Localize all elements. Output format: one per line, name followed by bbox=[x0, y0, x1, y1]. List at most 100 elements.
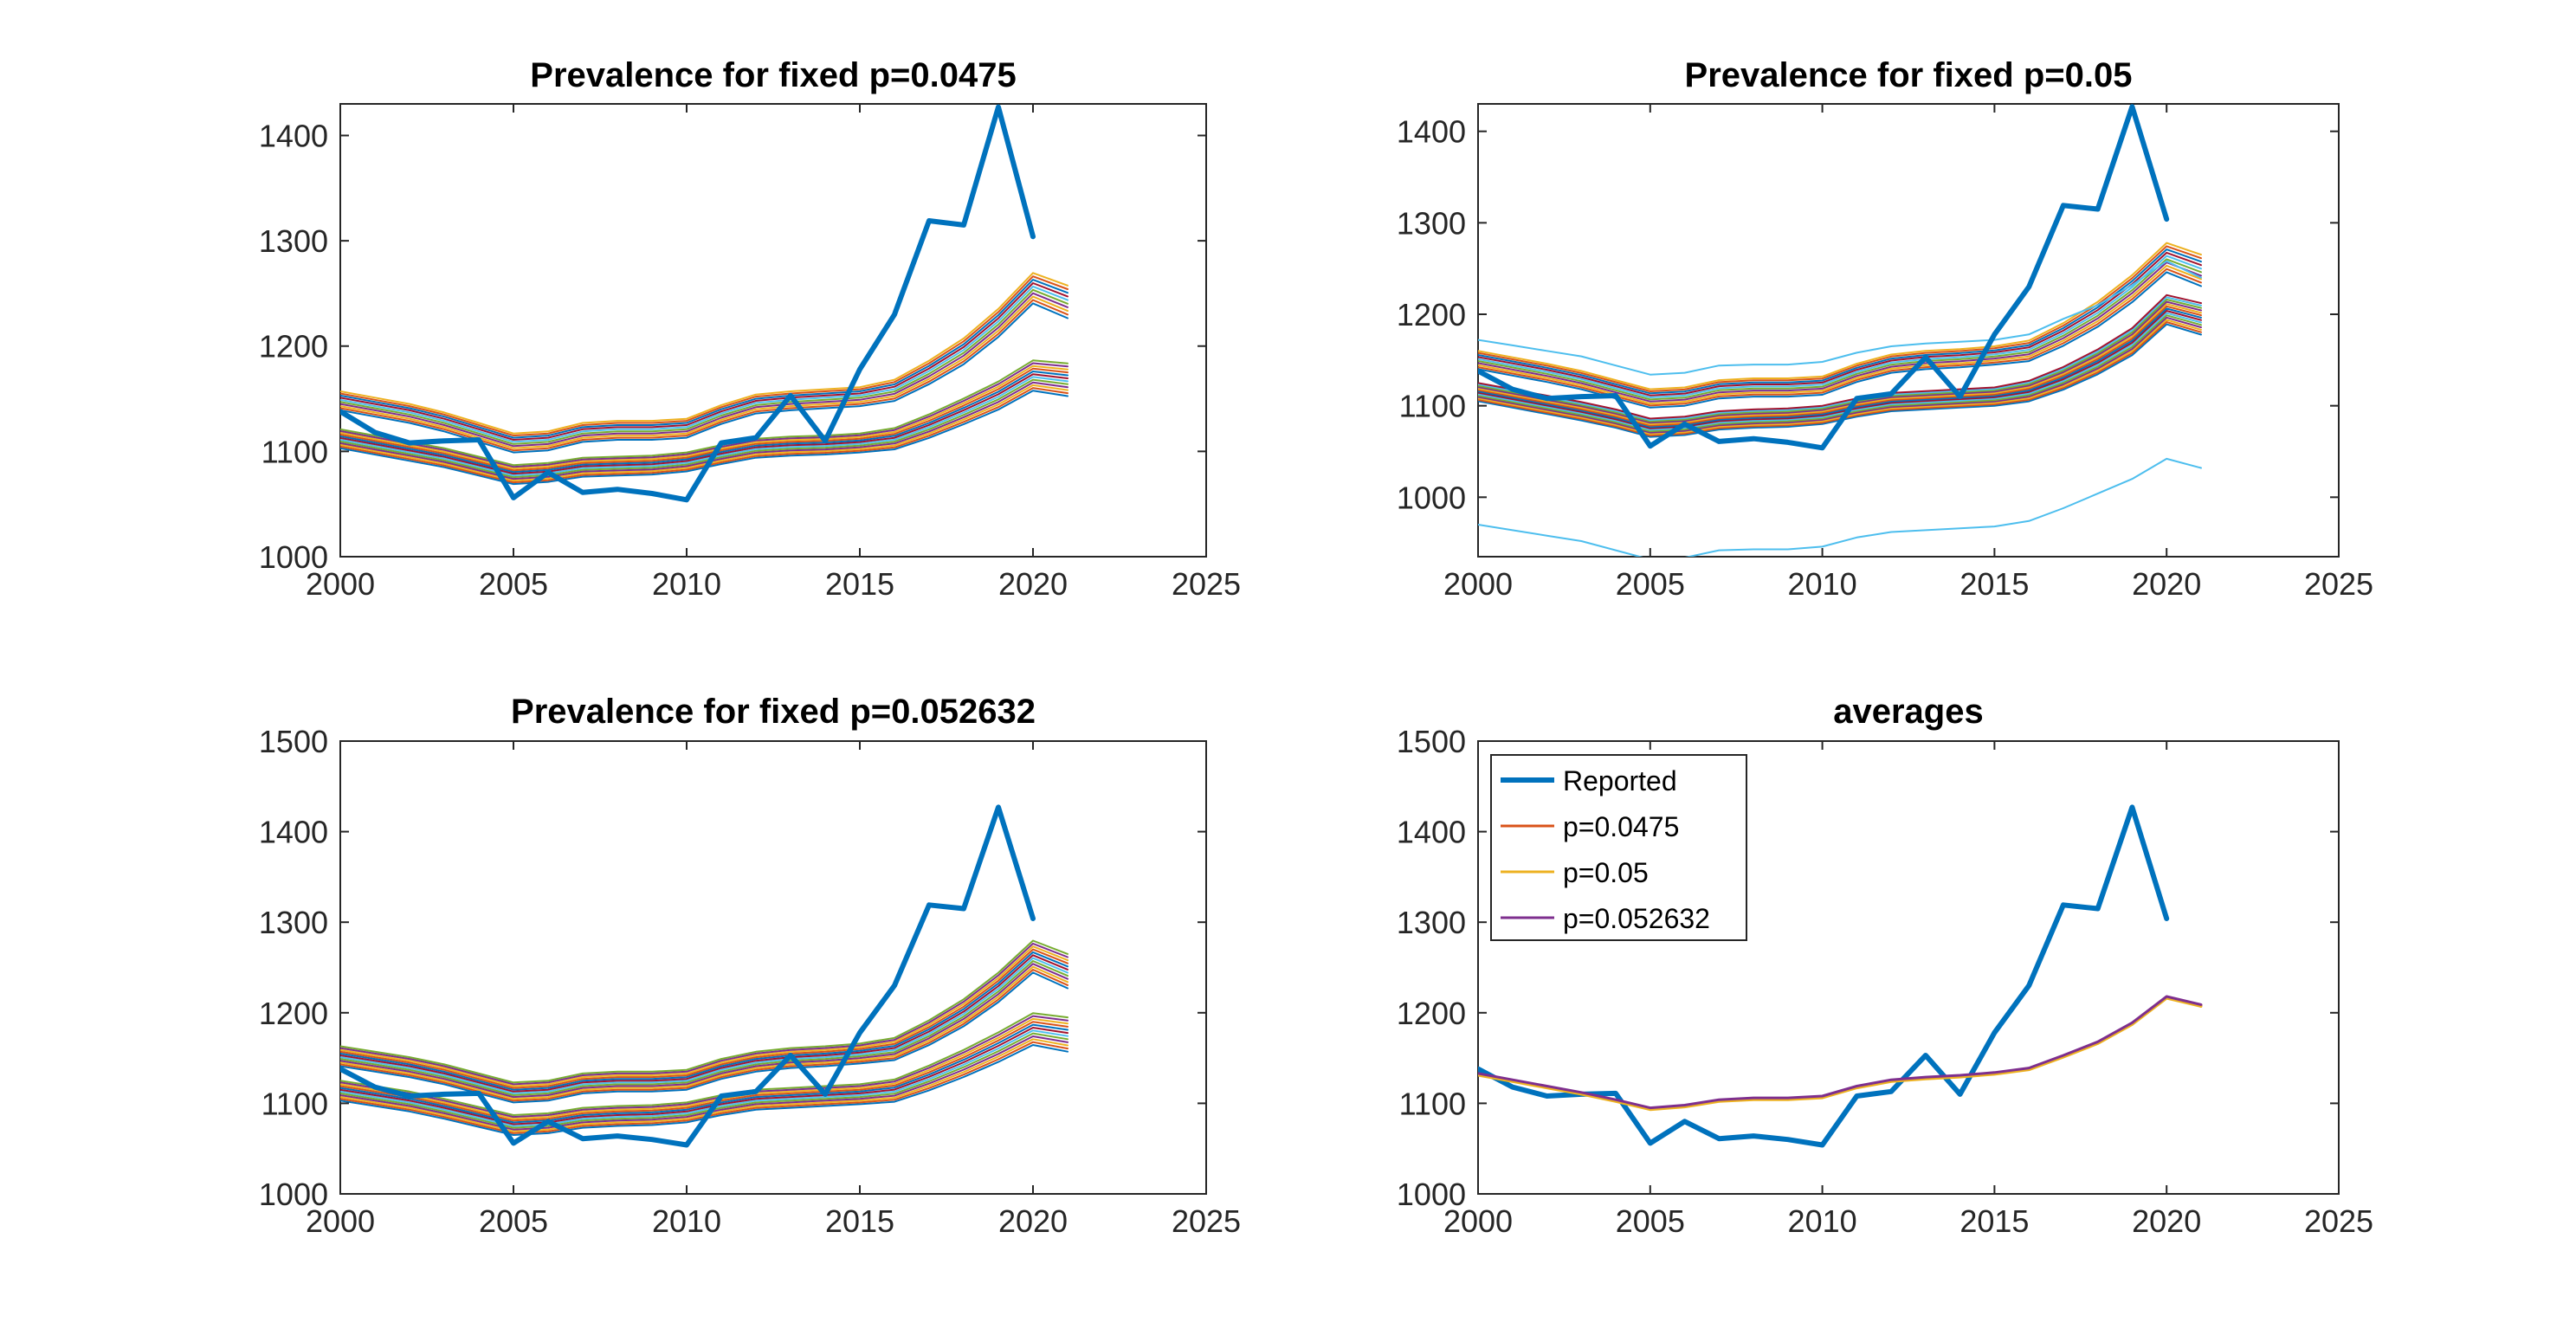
simulation-lower-series-line bbox=[340, 373, 1068, 475]
simulation-upper-series-line bbox=[340, 282, 1068, 441]
simulation-lower-series-line bbox=[1478, 303, 2202, 425]
simulation-upper-series-line bbox=[340, 960, 1068, 1096]
simulation-upper-series-line bbox=[340, 969, 1068, 1102]
reported-series-line bbox=[340, 104, 1036, 503]
simulation-upper-series-line bbox=[340, 292, 1068, 448]
x-tick-label: 2015 bbox=[1959, 1203, 2029, 1239]
simulation-upper-series-line bbox=[1478, 264, 2202, 405]
y-tick-label: 1500 bbox=[259, 724, 328, 759]
axes-box bbox=[1477, 103, 2340, 558]
y-tick-label: 1100 bbox=[261, 434, 328, 469]
simulation-upper-series-line bbox=[340, 971, 1068, 1104]
simulation-upper-series-line bbox=[340, 275, 1068, 437]
simulation-upper-series-line bbox=[340, 295, 1068, 449]
simulation-upper-series-line bbox=[1478, 268, 2202, 407]
x-tick-label: 2025 bbox=[1172, 1203, 1241, 1239]
simulation-lower-series-line bbox=[340, 364, 1068, 470]
x-tick-label: 2010 bbox=[1788, 1203, 1857, 1239]
x-tick-label: 2025 bbox=[1172, 566, 1241, 602]
simulation-lower-series-line bbox=[1478, 312, 2202, 431]
axes-box bbox=[1477, 740, 2340, 1195]
simulation-lower-series-line bbox=[340, 1029, 1068, 1127]
simulation-lower-series-line bbox=[340, 376, 1068, 477]
clipped-plot-area bbox=[1478, 104, 2202, 557]
y-tick-label: 1400 bbox=[1397, 815, 1466, 850]
x-tick-label: 2015 bbox=[825, 566, 894, 602]
simulation-upper-series-line bbox=[1478, 261, 2202, 403]
simulation-lower-series-line bbox=[1478, 299, 2202, 422]
simulation-lower-series-line bbox=[1478, 305, 2202, 427]
legend-label-reported: Reported bbox=[1563, 765, 1677, 796]
simulation-upper-series-line bbox=[1478, 258, 2202, 401]
y-tick-label: 1300 bbox=[259, 223, 328, 259]
y-tick-label: 1000 bbox=[1397, 1177, 1466, 1212]
simulation-lower-series-line bbox=[340, 384, 1068, 482]
x-tick-label: 2005 bbox=[479, 1203, 548, 1239]
y-tick-label: 1000 bbox=[259, 1177, 328, 1212]
simulation-outlier-series-line bbox=[1478, 260, 2202, 376]
x-tick-label: 2020 bbox=[998, 1203, 1068, 1239]
plot-layer bbox=[1478, 804, 2203, 1148]
y-tick-label: 1200 bbox=[259, 329, 328, 364]
simulation-upper-series-line bbox=[340, 302, 1068, 454]
y-tick-label: 1000 bbox=[1397, 480, 1466, 515]
panel-averages: averages 2000 2005 2010 2015 2020 2025 1000 110… bbox=[1397, 693, 2373, 1239]
x-tick-label: 2020 bbox=[998, 566, 1068, 602]
panel-title: averages bbox=[1833, 693, 1983, 731]
y-tick-label: 1200 bbox=[259, 996, 328, 1031]
panel-prevalence-p0475: Prevalence for fixed p=0.0475 2000 2005 20… bbox=[259, 56, 1241, 602]
clipped-plot-area bbox=[340, 104, 1068, 503]
plot-layer bbox=[340, 104, 1068, 503]
x-tick-label: 2000 bbox=[306, 566, 375, 602]
simulation-upper-series-line bbox=[340, 942, 1068, 1086]
plot-layer bbox=[340, 804, 1068, 1148]
simulation-upper-series-line bbox=[340, 948, 1068, 1089]
reported-series-line bbox=[340, 804, 1036, 1148]
tick-layer: 2000 2005 2010 2015 2020 2025 1000 1100 1200 1300… bbox=[1397, 724, 2373, 1239]
simulation-upper-series-line bbox=[1478, 251, 2202, 397]
tick-layer: 2000 2005 2010 2015 2020 2025 1000 1100 1200 1300… bbox=[259, 104, 1241, 602]
x-tick-label: 2010 bbox=[652, 1203, 721, 1239]
simulation-upper-series-line bbox=[340, 288, 1068, 445]
axes-box bbox=[339, 103, 1207, 558]
simulation-lower-series-line bbox=[340, 371, 1068, 474]
x-tick-label: 2005 bbox=[1616, 566, 1685, 602]
legend-label-p052632: p=0.052632 bbox=[1563, 903, 1710, 934]
x-tick-label: 2025 bbox=[2304, 1203, 2373, 1239]
legend-label-p0475: p=0.0475 bbox=[1563, 811, 1679, 842]
simulation-outlier-series-line bbox=[1478, 457, 2202, 557]
x-tick-label: 2000 bbox=[1443, 566, 1513, 602]
simulation-upper-series-line bbox=[340, 939, 1068, 1084]
simulation-lower-series-line bbox=[340, 1038, 1068, 1132]
y-tick-label: 1400 bbox=[259, 118, 328, 153]
simulation-upper-series-line bbox=[340, 945, 1068, 1087]
clipped-plot-area bbox=[340, 804, 1068, 1148]
panel-title: Prevalence for fixed p=0.052632 bbox=[511, 693, 1036, 731]
simulation-upper-series-line bbox=[340, 272, 1068, 435]
simulation-lower-series-line bbox=[340, 1015, 1068, 1119]
simulation-lower-series-line bbox=[1478, 300, 2202, 424]
y-tick-label: 1400 bbox=[259, 815, 328, 850]
clipped-plot-area bbox=[1478, 804, 2203, 1148]
y-tick-label: 1300 bbox=[259, 905, 328, 940]
simulation-upper-series-line bbox=[340, 957, 1068, 1094]
simulation-upper-series-line bbox=[340, 965, 1068, 1100]
simulation-lower-series-line bbox=[340, 1012, 1068, 1116]
simulation-lower-series-line bbox=[1478, 314, 2202, 433]
y-tick-label: 1200 bbox=[1397, 996, 1466, 1031]
simulation-lower-series-line bbox=[1478, 316, 2202, 434]
x-tick-label: 2020 bbox=[2132, 1203, 2201, 1239]
simulation-upper-series-line bbox=[1478, 245, 2202, 392]
simulation-lower-series-line bbox=[340, 1035, 1068, 1131]
tick-layer: 2000 2005 2010 2015 2020 2025 1000 1100 1200 1300… bbox=[1397, 104, 2373, 602]
simulation-lower-series-line bbox=[340, 1027, 1068, 1125]
x-tick-label: 2005 bbox=[1616, 1203, 1685, 1239]
simulation-lower-series-line bbox=[340, 1032, 1068, 1129]
panel-prevalence-p052632: Prevalence for fixed p=0.052632 2000 2005… bbox=[259, 693, 1241, 1239]
y-tick-label: 1000 bbox=[259, 539, 328, 575]
simulation-upper-series-line bbox=[340, 279, 1068, 439]
legend-box bbox=[1490, 754, 1747, 941]
x-tick-label: 2000 bbox=[306, 1203, 375, 1239]
panel-prevalence-p05: Prevalence for fixed p=0.05 2000 2005 2010… bbox=[1397, 56, 2373, 602]
